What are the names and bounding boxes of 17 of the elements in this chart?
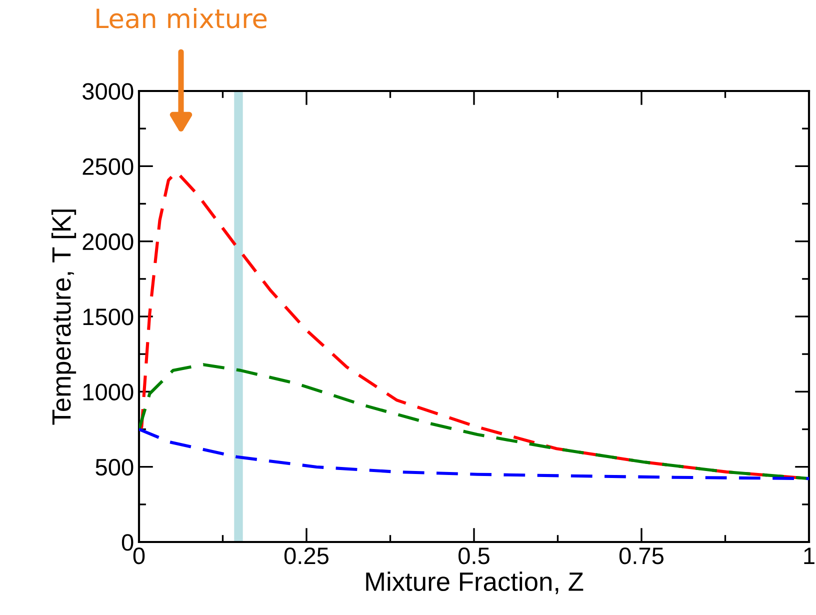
x-tick-label: 0 (133, 547, 145, 564)
y-tick-label: 0 (122, 534, 134, 551)
line-series (139, 363, 809, 480)
x-tick-label: 0.5 (458, 547, 490, 564)
x-tick-label: 1 (804, 548, 814, 564)
x-tick-label: 0.25 (284, 547, 328, 564)
text: Lean mixture (96, 8, 267, 28)
line-series (139, 428, 809, 480)
x-tick-label: 0.75 (619, 547, 664, 564)
y-tick-label: 2000 (82, 233, 134, 250)
y-tick-label: 1500 (83, 308, 134, 326)
y-tick-label: 2500 (82, 158, 134, 175)
y-tick-label: 3000 (82, 83, 134, 100)
y-tick-label: 1000 (83, 384, 134, 400)
x-axis-title: Mixture Fraction, Z (366, 572, 584, 594)
y-tick-label: 500 (96, 458, 134, 476)
y-axis-title: Temperature, T [K] (51, 210, 76, 425)
